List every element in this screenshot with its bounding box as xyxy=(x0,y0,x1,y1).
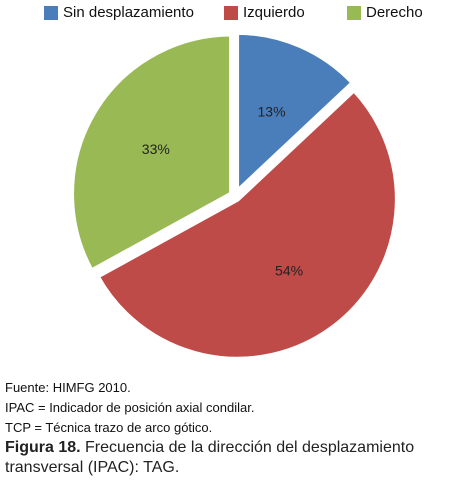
pie-slice-derecho xyxy=(69,31,235,275)
legend-item-sin-desplazamiento: Sin desplazamiento xyxy=(44,4,194,21)
figure-caption-text: Frecuencia de la dirección del desplazam… xyxy=(5,439,415,476)
legend-label-derecho: Derecho xyxy=(366,4,423,21)
legend-swatch-izquierdo xyxy=(224,5,238,20)
pie-chart: 13% 54% 33% xyxy=(69,29,400,362)
pie-slice-izquierdo xyxy=(93,86,400,362)
legend-item-derecho: Derecho xyxy=(347,4,423,21)
ipac-note: IPAC = Indicador de posición axial condi… xyxy=(5,400,255,415)
source-note: Fuente: HIMFG 2010. xyxy=(5,380,131,395)
tcp-note: TCP = Técnica trazo de arco gótico. xyxy=(5,420,213,435)
pie-label-sin-desplazamiento: 13% xyxy=(258,104,286,120)
legend-item-izquierdo: Izquierdo xyxy=(224,4,305,21)
legend-label-sin-desplazamiento: Sin desplazamiento xyxy=(63,4,194,21)
chart-legend: Sin desplazamiento Izquierdo Derecho xyxy=(0,4,467,24)
legend-swatch-sin-desplazamiento xyxy=(44,5,58,20)
figure-caption: Figura 18. Frecuencia de la dirección de… xyxy=(5,438,465,478)
pie-label-derecho: 33% xyxy=(142,141,170,157)
legend-swatch-derecho xyxy=(347,5,361,20)
pie-label-izquierdo: 54% xyxy=(275,262,303,278)
figure-label: Figura 18. xyxy=(5,439,81,456)
pie-slice-sin-desplazamiento xyxy=(234,29,357,199)
legend-label-izquierdo: Izquierdo xyxy=(243,4,305,21)
